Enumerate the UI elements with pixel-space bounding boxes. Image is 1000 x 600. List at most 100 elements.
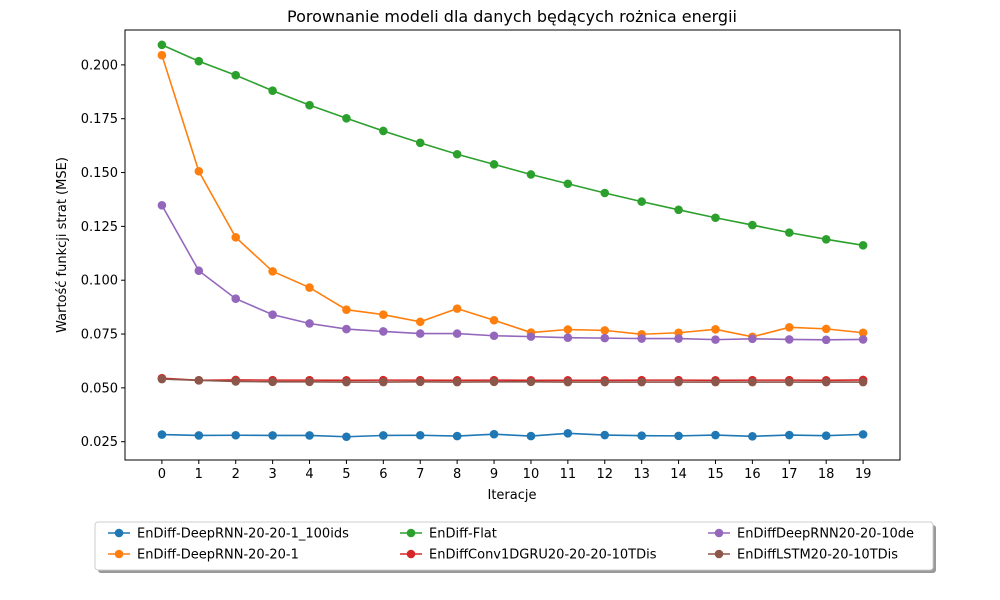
chart-title: Porownanie modeli dla danych będących ro… — [287, 7, 737, 26]
x-tick-label: 13 — [633, 467, 650, 482]
data-point — [821, 377, 831, 387]
x-tick-label: 7 — [416, 467, 424, 482]
x-tick-label: 11 — [560, 467, 577, 482]
plot-area — [124, 29, 901, 461]
legend-item: EnDiffDeepRNN20-20-10de — [708, 527, 914, 542]
data-point — [157, 40, 167, 50]
data-point — [157, 374, 167, 384]
legend-marker — [114, 528, 124, 538]
data-point — [268, 377, 277, 387]
y-tick-label: 0.025 — [81, 435, 118, 450]
data-point — [452, 304, 462, 313]
legend-item: EnDiffLSTM20-20-10TDis — [708, 548, 898, 563]
data-point — [637, 334, 646, 343]
data-point — [305, 377, 314, 387]
data-point — [268, 310, 277, 319]
data-point — [600, 430, 610, 440]
x-tick-label: 9 — [490, 467, 498, 482]
data-point — [563, 333, 573, 342]
series-line — [161, 377, 864, 382]
legend-marker — [406, 549, 416, 559]
series-line — [161, 44, 864, 247]
legend-marker — [714, 528, 724, 538]
data-point — [600, 188, 610, 198]
x-tick-label: 14 — [670, 467, 687, 482]
series-2 — [157, 40, 868, 250]
data-point — [157, 50, 167, 60]
data-point — [489, 377, 499, 387]
data-point — [489, 429, 499, 439]
data-point — [637, 197, 646, 206]
data-point — [305, 319, 314, 328]
legend: EnDiff-DeepRNN-20-20-1_100ids EnDiff-Deep… — [94, 521, 936, 573]
data-point — [526, 332, 536, 341]
data-point — [194, 266, 204, 276]
x-tick-label: 3 — [268, 467, 276, 482]
data-point — [821, 335, 831, 345]
data-point — [452, 149, 462, 159]
data-point — [415, 329, 425, 338]
x-tick-label: 6 — [379, 467, 387, 482]
legend-marker — [406, 528, 416, 538]
data-point — [784, 335, 794, 344]
data-point — [489, 315, 499, 325]
data-point — [784, 323, 794, 332]
data-point — [489, 160, 499, 169]
y-tick-label: 0.150 — [81, 166, 118, 181]
series-line — [161, 54, 864, 338]
data-point — [379, 377, 388, 387]
data-point — [563, 377, 573, 387]
data-point — [452, 329, 462, 338]
y-axis: 0.025 0.050 0.075 0.100 0.125 0.150 0.175 0.200 — [81, 58, 125, 450]
y-tick-label: 0.125 — [81, 220, 118, 235]
legend-marker — [114, 549, 124, 559]
data-point — [305, 431, 314, 440]
legend-label: EnDiffConv1DGRU20-20-20-10TDis — [429, 548, 657, 563]
data-point — [231, 70, 241, 80]
data-point — [711, 213, 720, 223]
data-point — [231, 377, 241, 386]
x-tick-label: 17 — [781, 467, 798, 482]
data-point — [231, 294, 241, 304]
data-point — [858, 377, 868, 387]
x-tick-label: 8 — [453, 467, 461, 482]
data-point — [674, 334, 683, 343]
data-point — [674, 205, 683, 215]
data-point — [821, 431, 831, 440]
data-point — [415, 377, 425, 387]
legend-item: EnDiff-DeepRNN-20-20-1_100ids — [108, 527, 349, 542]
data-point — [194, 166, 204, 176]
data-point — [600, 333, 610, 343]
legend-label: EnDiffLSTM20-20-10TDis — [737, 548, 898, 563]
series-line — [161, 432, 864, 438]
data-point — [600, 326, 610, 335]
data-point — [711, 335, 720, 344]
x-tick-label: 19 — [855, 467, 872, 482]
data-point — [858, 430, 868, 439]
x-tick-label: 12 — [596, 467, 613, 482]
series-line — [161, 378, 864, 383]
legend-item: EnDiff-DeepRNN-20-20-1 — [108, 548, 299, 563]
legend-item: EnDiffConv1DGRU20-20-20-10TDis — [400, 548, 657, 563]
data-point — [194, 56, 204, 66]
data-point — [526, 377, 536, 387]
legend-box — [94, 521, 934, 571]
series-group — [157, 40, 868, 442]
y-tick-label: 0.200 — [81, 58, 118, 73]
data-point — [415, 138, 425, 148]
data-point — [858, 335, 868, 344]
data-point — [305, 283, 314, 292]
data-point — [415, 430, 425, 440]
data-point — [748, 432, 757, 441]
data-point — [342, 305, 351, 315]
data-point — [784, 228, 794, 237]
y-tick-label: 0.075 — [81, 328, 118, 343]
legend-marker — [714, 549, 724, 559]
series-line — [161, 204, 864, 341]
data-point — [858, 241, 868, 250]
data-point — [342, 324, 351, 334]
data-point — [379, 126, 388, 136]
plot-frame — [124, 29, 901, 461]
series-0 — [157, 428, 868, 442]
data-point — [711, 377, 720, 387]
